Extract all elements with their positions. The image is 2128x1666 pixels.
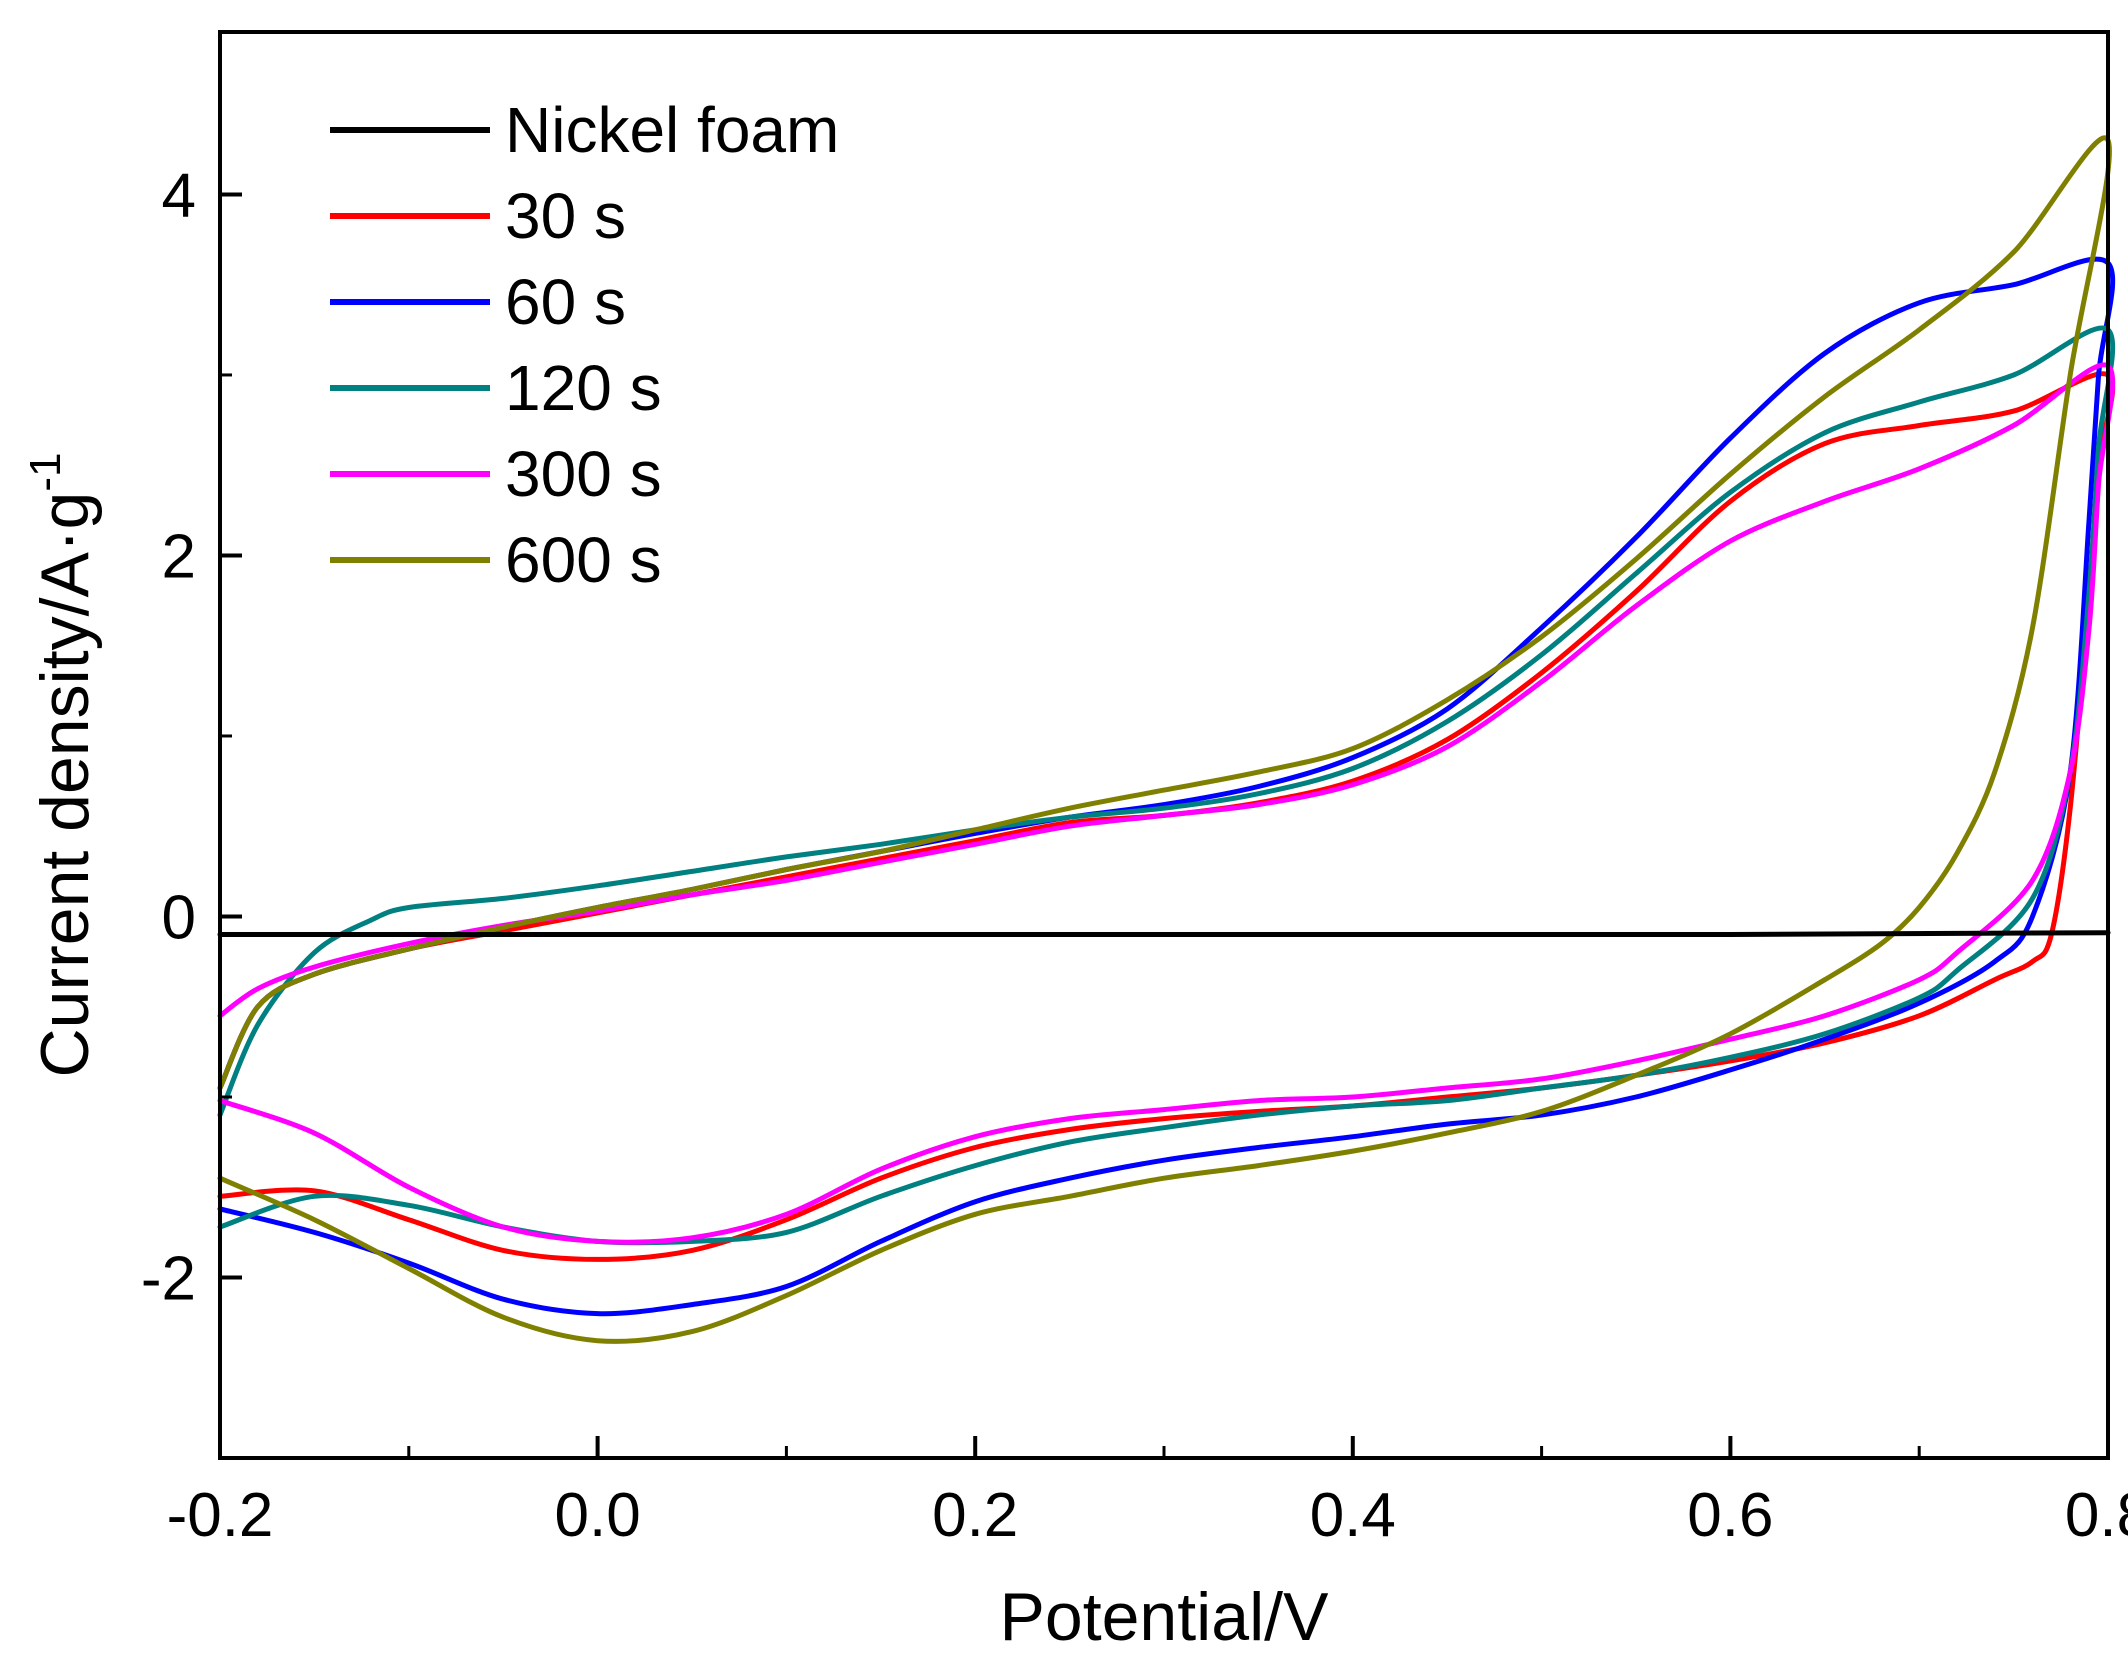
y-tick-label: 0 [162,883,196,952]
y-axis-ticks: -2 0 2 4 [141,161,242,1460]
y-axis-title-main: Current density/A·g [27,492,103,1078]
x-tick-label: -0.2 [167,1481,274,1550]
legend-label: 120 s [505,352,662,424]
x-tick-label: 0.8 [2065,1481,2128,1550]
series-layer [217,135,2116,1344]
x-tick-label: 0.2 [932,1481,1018,1550]
x-axis-title: Potential/V [1000,1579,1330,1655]
series-line-nickel-foam [217,930,2111,937]
y-tick-label: 4 [162,161,196,230]
legend-label: 30 s [505,180,626,252]
legend-label: 300 s [505,438,662,510]
x-tick-label: 0.4 [1310,1481,1396,1550]
y-axis-title-superscript: -1 [21,453,70,492]
x-tick-label: 0.6 [1687,1481,1773,1550]
y-tick-label: 2 [162,522,196,591]
series-line-120-s [217,325,2116,1246]
legend-label: Nickel foam [505,94,839,166]
x-axis-ticks: -0.2 0.0 0.2 0.4 0.6 0.8 [167,1436,2128,1550]
legend: Nickel foam 30 s 60 s 120 s 300 s 600 s [330,94,839,596]
legend-label: 600 s [505,524,662,596]
series-line-600-s [217,135,2112,1344]
legend-label: 60 s [505,266,626,338]
series-line-300-s [217,362,2116,1245]
y-tick-label: -2 [141,1244,196,1313]
y-axis-title: Current density/A·g-1 [21,453,103,1078]
x-tick-label: 0.0 [554,1481,640,1550]
